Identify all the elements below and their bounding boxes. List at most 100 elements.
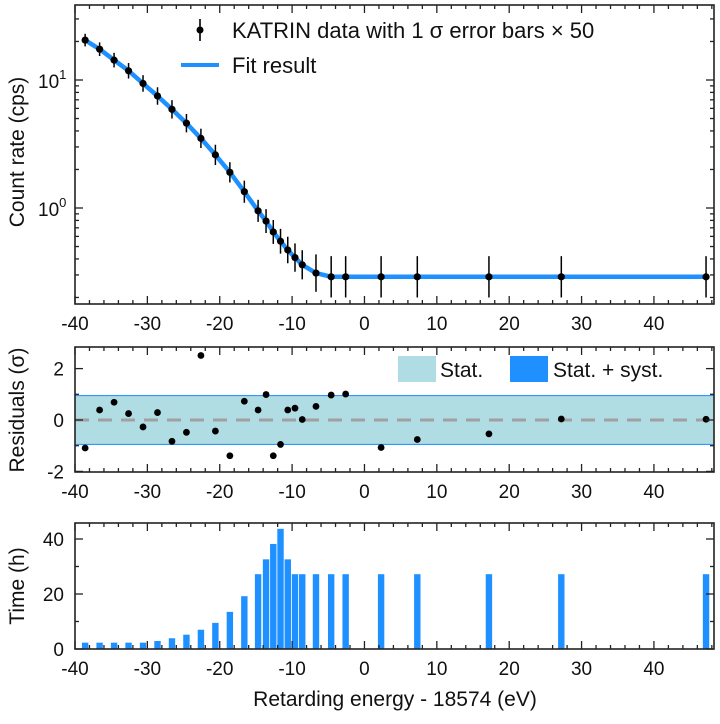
- y-tick-exponent: 0: [59, 195, 66, 210]
- y-tick-label: 0: [53, 640, 64, 661]
- x-tick-label: -10: [278, 314, 305, 335]
- time-bar: [168, 638, 176, 649]
- x-tick-label: 20: [499, 314, 520, 335]
- x-tick-label: 0: [359, 482, 370, 503]
- data-point: [153, 92, 162, 100]
- residuals-legend: Stat. Stat. + syst.: [398, 356, 663, 382]
- data-point: [226, 168, 234, 176]
- time-bar: [241, 596, 248, 649]
- time-bar: [414, 574, 421, 649]
- time-bar: [262, 559, 270, 649]
- data-point: [413, 273, 421, 281]
- residual-point: [262, 391, 270, 398]
- legend-data-marker: [196, 26, 204, 34]
- residual-point: [557, 415, 565, 423]
- x-tick-label: 40: [643, 314, 664, 335]
- x-tick-label: -20: [206, 482, 233, 503]
- y-tick-label: 20: [43, 585, 64, 606]
- fit-curve: [83, 38, 706, 280]
- x-tick-label: 30: [571, 314, 592, 335]
- data-point: [291, 253, 299, 262]
- time-bar: [81, 642, 89, 649]
- residual-point: [254, 406, 262, 414]
- time-bar: [270, 543, 277, 649]
- data-point: [168, 105, 176, 113]
- y-tick-label: -2: [47, 462, 64, 483]
- residual-point: [81, 444, 89, 452]
- time-panel: -40 -30 -20 -10 0 10 20 30 40 40 20 0: [43, 522, 715, 680]
- time-bar: [299, 574, 306, 649]
- x-tick-label: -40: [61, 314, 88, 335]
- y-tick-exponent: 1: [59, 67, 66, 82]
- residual-point: [110, 398, 118, 406]
- residual-point: [312, 402, 320, 410]
- time-bar: [277, 528, 284, 649]
- data-point: [276, 237, 285, 245]
- time-bar: [702, 574, 710, 649]
- time-bar: [485, 574, 493, 649]
- x-tick-label: -40: [61, 659, 88, 680]
- data-point: [240, 188, 248, 196]
- x-tick-label: 30: [571, 482, 592, 503]
- y-tick-label: 40: [43, 530, 64, 551]
- legend-stat-swatch: [398, 356, 436, 382]
- time-bar: [254, 574, 262, 649]
- x-tick-label: -20: [206, 314, 233, 335]
- time-bar: [284, 559, 291, 649]
- time-bar: [125, 642, 132, 649]
- residual-point: [702, 415, 710, 423]
- residual-point: [183, 428, 190, 436]
- data-point: [269, 228, 277, 236]
- data-point: [485, 273, 493, 281]
- time-bar: [183, 634, 190, 649]
- x-tick-label: -30: [134, 659, 161, 680]
- residual-point: [284, 406, 292, 414]
- legend-fit-label: Fit result: [232, 53, 316, 78]
- spectrum-legend: KATRIN data with 1 σ error bars × 50 Fit…: [181, 18, 594, 78]
- time-bar: [154, 641, 161, 649]
- x-tick-label: 10: [426, 314, 447, 335]
- x-tick-label: 0: [359, 314, 370, 335]
- x-tick-label: 30: [571, 659, 592, 680]
- data-point: [312, 269, 320, 277]
- time-bar: [558, 574, 565, 649]
- data-point: [262, 217, 270, 225]
- residual-point: [240, 397, 248, 405]
- residuals-ylabel: Residuals (σ): [6, 348, 29, 473]
- data-point: [96, 45, 104, 53]
- x-tick-label: -40: [61, 482, 88, 503]
- residual-point: [168, 437, 176, 445]
- time-ylabel: Time (h): [6, 547, 29, 624]
- data-point: [211, 151, 219, 159]
- x-tick-label: 0: [359, 659, 370, 680]
- x-tick-label: 20: [499, 482, 520, 503]
- data-point: [377, 273, 385, 281]
- time-bar: [327, 574, 335, 649]
- data-point: [124, 67, 133, 75]
- y-tick-label: 101: [38, 67, 66, 93]
- time-bar: [291, 574, 299, 649]
- x-tick-label: -30: [134, 314, 161, 335]
- data-point: [81, 36, 89, 44]
- residual-point: [211, 427, 219, 435]
- time-bar: [377, 574, 385, 649]
- time-bar: [312, 574, 320, 649]
- time-bar: [110, 642, 118, 649]
- data-point: [254, 207, 262, 215]
- residual-point: [485, 430, 493, 438]
- x-tick-label: 10: [426, 482, 447, 503]
- residual-point: [298, 416, 306, 423]
- x-axis-label: Retarding energy - 18574 (eV): [253, 688, 537, 711]
- residual-point: [342, 390, 350, 398]
- x-tick-label: -20: [206, 659, 233, 680]
- time-bar: [342, 574, 349, 649]
- data-point: [110, 56, 118, 64]
- time-bar: [197, 629, 205, 649]
- data-point: [342, 273, 350, 281]
- axes-frame: [74, 4, 715, 305]
- data-point: [702, 273, 710, 281]
- x-tick-label: 20: [499, 659, 520, 680]
